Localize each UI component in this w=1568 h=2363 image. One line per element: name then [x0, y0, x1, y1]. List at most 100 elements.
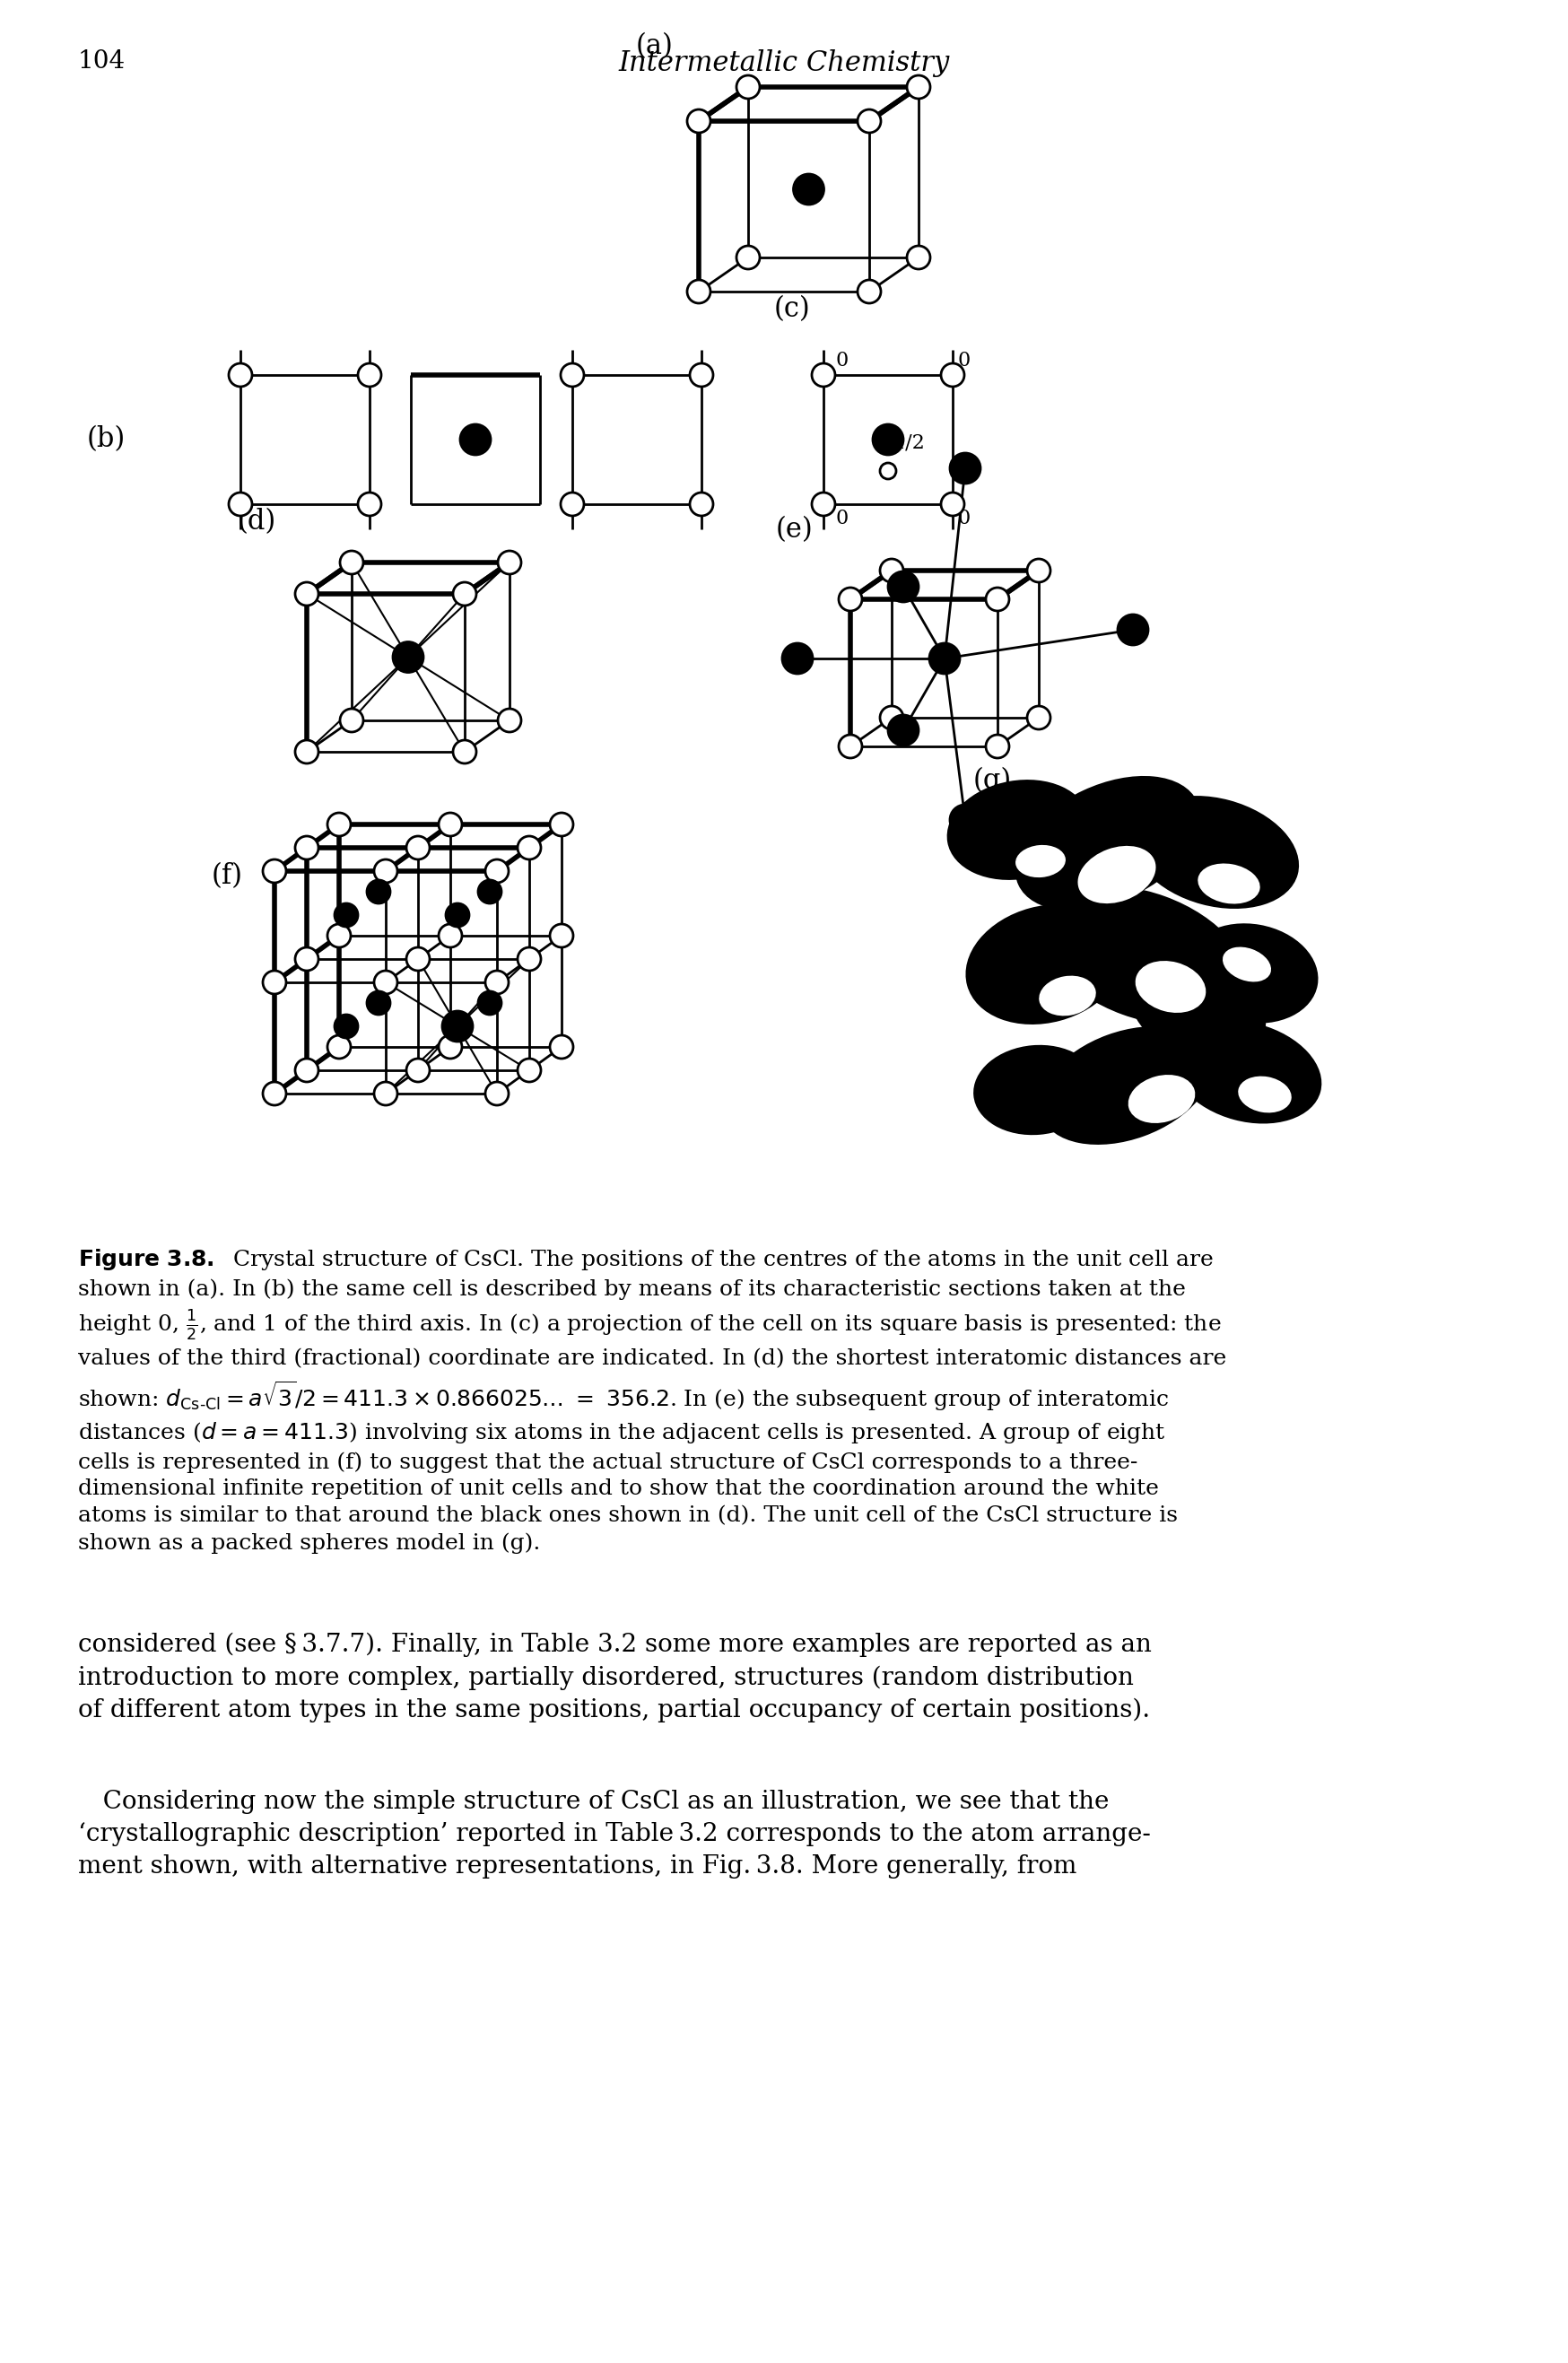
Circle shape [406, 948, 430, 971]
Circle shape [439, 924, 461, 948]
Circle shape [811, 364, 834, 388]
Circle shape [328, 1035, 351, 1059]
Circle shape [887, 572, 917, 603]
Circle shape [295, 1059, 318, 1082]
Circle shape [445, 903, 469, 926]
Circle shape [328, 813, 351, 837]
Circle shape [549, 924, 572, 948]
Ellipse shape [1135, 962, 1206, 1014]
Circle shape [517, 837, 541, 860]
Circle shape [328, 924, 351, 948]
Text: 0: 0 [836, 350, 848, 371]
Circle shape [941, 492, 964, 515]
Circle shape [295, 837, 318, 860]
Circle shape [485, 1082, 508, 1106]
Ellipse shape [1171, 1021, 1320, 1125]
Circle shape [872, 425, 903, 454]
Circle shape [941, 364, 964, 388]
Circle shape [453, 581, 477, 605]
Circle shape [373, 860, 397, 884]
Ellipse shape [1014, 846, 1065, 877]
Circle shape [985, 735, 1008, 759]
Ellipse shape [1014, 775, 1200, 910]
Circle shape [367, 992, 390, 1014]
Ellipse shape [1129, 955, 1265, 1063]
Text: 0: 0 [836, 508, 848, 529]
Text: (c): (c) [773, 295, 811, 324]
Circle shape [560, 492, 583, 515]
Circle shape [478, 992, 502, 1014]
Text: Considering now the simple structure of CsCl as an illustration, we see that the: Considering now the simple structure of … [78, 1789, 1149, 1879]
Circle shape [358, 364, 381, 388]
Circle shape [687, 279, 710, 302]
Circle shape [453, 740, 477, 763]
Circle shape [485, 971, 508, 995]
Circle shape [690, 364, 713, 388]
Circle shape [880, 707, 903, 730]
Circle shape [459, 425, 491, 454]
Circle shape [229, 364, 252, 388]
Circle shape [295, 948, 318, 971]
Circle shape [1116, 614, 1148, 645]
Ellipse shape [1038, 976, 1096, 1016]
Circle shape [517, 1059, 541, 1082]
Text: (g): (g) [972, 768, 1011, 794]
Circle shape [358, 492, 381, 515]
Circle shape [985, 588, 1008, 612]
Text: considered (see § 3.7.7). Finally, in Table 3.2 some more examples are reported : considered (see § 3.7.7). Finally, in Ta… [78, 1633, 1151, 1723]
Circle shape [811, 492, 834, 515]
Circle shape [560, 364, 583, 388]
Circle shape [549, 813, 572, 837]
Circle shape [439, 1035, 461, 1059]
Circle shape [687, 109, 710, 132]
Ellipse shape [1132, 796, 1298, 910]
Circle shape [340, 551, 364, 574]
Circle shape [858, 109, 880, 132]
Circle shape [906, 246, 930, 269]
Circle shape [497, 551, 521, 574]
Circle shape [735, 246, 759, 269]
Circle shape [406, 1059, 430, 1082]
Circle shape [373, 971, 397, 995]
Ellipse shape [947, 780, 1088, 879]
Circle shape [782, 643, 812, 673]
Text: (e): (e) [776, 515, 812, 543]
Circle shape [295, 740, 318, 763]
Circle shape [334, 903, 358, 926]
Circle shape [439, 813, 461, 837]
Circle shape [442, 1011, 472, 1042]
Text: 0: 0 [958, 350, 971, 371]
Ellipse shape [1040, 886, 1247, 1026]
Circle shape [880, 560, 903, 581]
Text: (a): (a) [635, 33, 673, 59]
Text: Intermetallic Chemistry: Intermetallic Chemistry [618, 50, 950, 78]
Circle shape [793, 175, 823, 206]
Circle shape [949, 806, 980, 834]
Circle shape [517, 948, 541, 971]
Circle shape [549, 1035, 572, 1059]
Ellipse shape [1184, 924, 1317, 1023]
Circle shape [392, 643, 423, 673]
Circle shape [263, 971, 285, 995]
Text: (d): (d) [238, 508, 276, 536]
Text: (b): (b) [86, 425, 125, 454]
Ellipse shape [1196, 862, 1259, 903]
Circle shape [735, 76, 759, 99]
Circle shape [949, 454, 980, 484]
Circle shape [263, 860, 285, 884]
Circle shape [229, 492, 252, 515]
Ellipse shape [1127, 1075, 1195, 1122]
Circle shape [1027, 707, 1051, 730]
Text: 104: 104 [78, 50, 125, 73]
Circle shape [1027, 560, 1051, 581]
Circle shape [373, 1082, 397, 1106]
Circle shape [839, 735, 861, 759]
Text: 1/2: 1/2 [892, 432, 924, 451]
Circle shape [839, 588, 861, 612]
Text: (f): (f) [212, 862, 243, 891]
Circle shape [880, 463, 895, 480]
Circle shape [485, 860, 508, 884]
Circle shape [858, 279, 880, 302]
Circle shape [367, 879, 390, 903]
Ellipse shape [1040, 1026, 1212, 1144]
